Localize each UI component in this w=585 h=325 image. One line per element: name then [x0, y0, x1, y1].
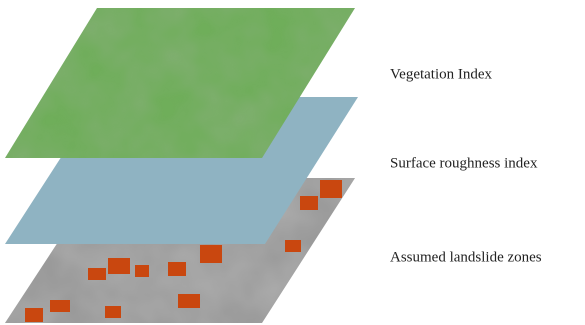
- zone: [320, 180, 342, 198]
- layer-label: Surface roughness index: [390, 155, 538, 171]
- layer-label: Assumed landslide zones: [390, 249, 542, 265]
- zone: [50, 300, 70, 312]
- layer-label: Vegetation Index: [390, 66, 493, 82]
- zone: [105, 306, 121, 318]
- zone: [108, 258, 130, 274]
- zone: [178, 294, 200, 308]
- zone: [168, 262, 186, 276]
- layer-diagram: Vegetation Index Surface roughness index…: [0, 0, 585, 325]
- zone: [300, 196, 318, 210]
- zone: [25, 308, 43, 322]
- zone: [135, 265, 149, 277]
- zone: [285, 240, 301, 252]
- zone: [88, 268, 106, 280]
- zone: [200, 245, 222, 263]
